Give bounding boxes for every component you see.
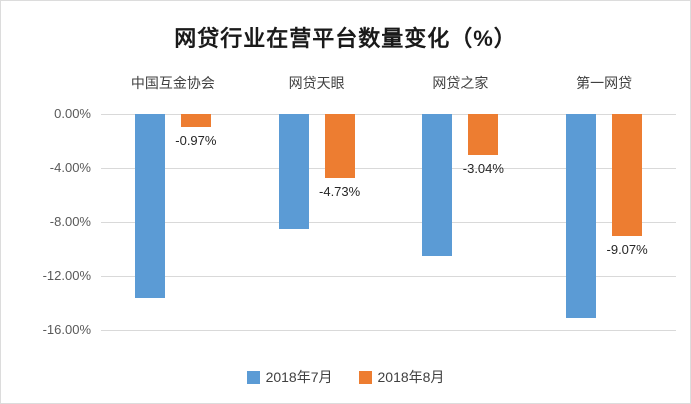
y-axis-tick-label: 0.00% [54, 106, 91, 121]
category-label: 网贷天眼 [288, 75, 345, 91]
legend-item: 2018年8月 [358, 367, 445, 387]
value-label: -3.04% [462, 161, 504, 177]
category-label: 网贷之家 [432, 75, 489, 91]
legend-swatch [358, 370, 372, 384]
bar [278, 114, 309, 229]
value-label: -9.07% [606, 242, 648, 258]
gridline [101, 276, 676, 277]
legend-label: 2018年7月 [265, 369, 333, 385]
category-label: 中国互金协会 [130, 75, 215, 91]
chart-title: 网贷行业在营平台数量变化（%） [174, 26, 517, 51]
bar [422, 114, 453, 256]
bar [612, 114, 643, 237]
value-label: -0.97% [175, 133, 217, 149]
legend-label: 2018年8月 [377, 369, 445, 385]
gridline [101, 222, 676, 223]
legend-item: 2018年7月 [246, 367, 333, 387]
bar [134, 114, 165, 298]
gridline [101, 114, 676, 115]
category-label: 第一网贷 [576, 75, 633, 91]
legend-swatch [246, 370, 260, 384]
y-axis-tick-label: -4.00% [49, 160, 91, 175]
y-axis-tick-label: -8.00% [49, 214, 91, 229]
value-label: -4.73% [319, 183, 361, 199]
gridline [101, 168, 676, 169]
y-axis-tick-label: -16.00% [42, 322, 91, 337]
chart-legend: 2018年7月 2018年8月 [1, 367, 690, 387]
bar [180, 114, 211, 128]
bar [468, 114, 499, 156]
gridline [101, 330, 676, 331]
y-axis-tick-label: -12.00% [42, 268, 91, 283]
bar [324, 114, 355, 178]
bar [566, 114, 597, 318]
